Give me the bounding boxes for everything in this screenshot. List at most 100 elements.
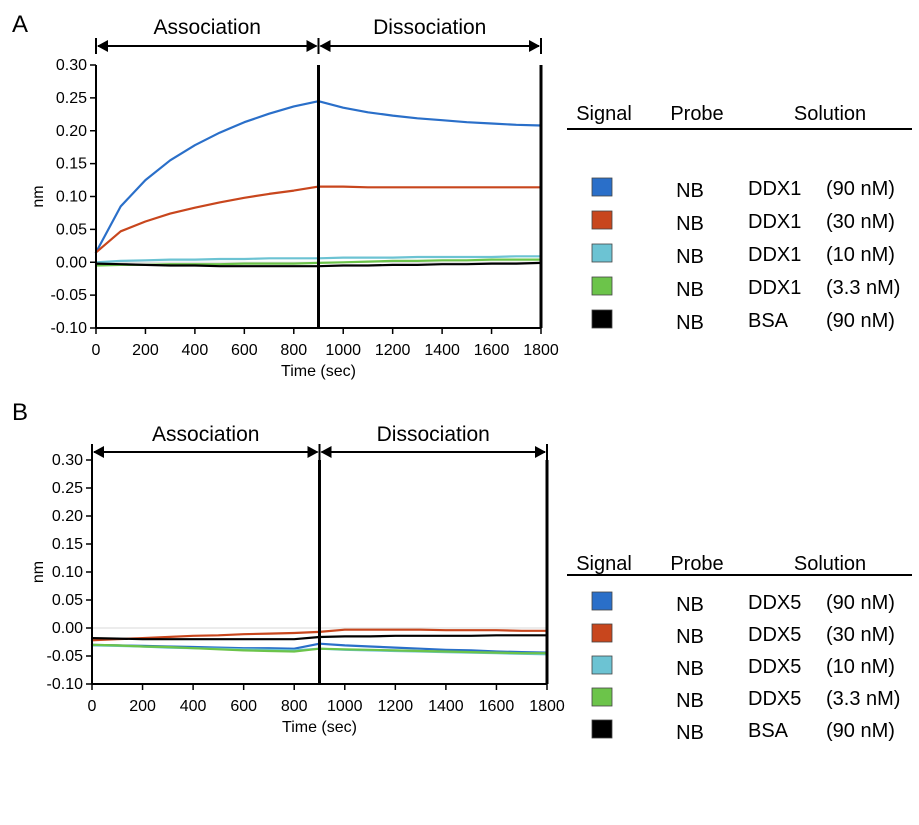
x-axis-title: Time (sec) (281, 363, 356, 380)
legend-table: Signal Probe Solution NB DDX5 (90 nM) NB DDX5 (3… (567, 553, 912, 744)
legend-analyte: DDX1 (748, 211, 801, 233)
association-label: Association (152, 423, 259, 446)
y-tick-label: 0.25 (56, 90, 87, 107)
y-tick-label: -0.05 (51, 287, 88, 304)
x-tick-label: 200 (129, 698, 156, 715)
x-axis-title: Time (sec) (282, 719, 357, 736)
legend-analyte: BSA (748, 310, 789, 332)
legend-header-signal: Signal (576, 103, 632, 125)
y-tick-label: 0.25 (52, 480, 83, 497)
legend-swatch (591, 210, 613, 230)
phase-arrowhead-left (320, 446, 332, 458)
phase-arrowhead-left (97, 40, 108, 52)
legend-header-solution: Solution (794, 553, 866, 575)
legend-swatch (591, 687, 613, 707)
legend-swatch (591, 177, 613, 197)
legend-header-probe: Probe (670, 103, 723, 125)
x-tick-label: 1600 (479, 698, 515, 715)
y-tick-label: 0.20 (52, 508, 83, 525)
y-tick-label: 0.10 (52, 564, 83, 581)
panel-letter: B (12, 399, 28, 426)
legend-concentration: (30 nM) (826, 624, 895, 646)
y-tick-label: -0.10 (51, 320, 88, 337)
legend-probe: NB (676, 180, 704, 202)
chart-panel-b: B -0.10 -0.05 0.00 0.05 0.10 0.15 0.20 0.25 0.30 0… (12, 399, 912, 744)
legend-analyte: BSA (748, 720, 789, 742)
x-tick-label: 400 (180, 698, 207, 715)
legend-probe: NB (676, 722, 704, 744)
y-tick-label: 0.10 (56, 189, 87, 206)
x-tick-label: 800 (281, 698, 308, 715)
y-tick-label: 0.15 (56, 156, 87, 173)
y-axis-title: nm (30, 561, 47, 583)
y-tick-label: 0.05 (52, 592, 83, 609)
phase-arrowhead-right (307, 446, 319, 458)
x-tick-label: 600 (230, 698, 257, 715)
legend-analyte: DDX1 (748, 178, 801, 200)
legend-probe: NB (676, 312, 704, 334)
phase-arrowhead-right (306, 40, 318, 52)
panel-letter: A (12, 11, 28, 38)
legend-concentration: (3.3 nM) (826, 277, 900, 299)
x-tick-label: 400 (182, 342, 209, 359)
legend-probe: NB (676, 626, 704, 648)
dissociation-label: Dissociation (377, 423, 490, 446)
x-tick-label: 1800 (523, 342, 559, 359)
x-tick-label: 1400 (428, 698, 464, 715)
legend-swatch (591, 719, 613, 739)
legend-probe: NB (676, 658, 704, 680)
x-tick-label: 1400 (424, 342, 460, 359)
legend-swatch (591, 276, 613, 296)
legend-swatch (591, 623, 613, 643)
legend-probe: NB (676, 213, 704, 235)
x-tick-label: 800 (280, 342, 307, 359)
y-tick-label: 0.05 (56, 221, 87, 238)
y-tick-label: 0.30 (56, 57, 87, 74)
dissociation-label: Dissociation (373, 16, 486, 39)
y-axis-title: nm (30, 185, 47, 207)
chart-panel-a: A -0.10 -0.05 0.00 0.05 0.10 0.15 0.20 0.25 0.30 0… (12, 11, 912, 380)
x-tick-label: 600 (231, 342, 258, 359)
x-tick-label: 0 (88, 698, 97, 715)
x-tick-label: 1600 (474, 342, 510, 359)
legend-analyte: DDX1 (748, 244, 801, 266)
legend-probe: NB (676, 690, 704, 712)
legend-swatch (591, 655, 613, 675)
x-tick-label: 1000 (325, 342, 361, 359)
legend-probe: NB (676, 246, 704, 268)
phase-arrowhead-left (319, 40, 331, 52)
y-tick-label: -0.05 (47, 648, 84, 665)
y-tick-label: 0.00 (56, 254, 87, 271)
legend-header-probe: Probe (670, 553, 723, 575)
legend-concentration: (90 nM) (826, 592, 895, 614)
legend-table: Signal Probe Solution NB DDX1 (90 nM) NB DDX1 (3… (567, 103, 912, 334)
x-tick-label: 1200 (375, 342, 411, 359)
legend-concentration: (90 nM) (826, 178, 895, 200)
x-tick-label: 200 (132, 342, 159, 359)
legend-analyte: DDX5 (748, 656, 801, 678)
legend-concentration: (10 nM) (826, 656, 895, 678)
y-tick-label: 0.15 (52, 536, 83, 553)
y-tick-label: 0.00 (52, 620, 83, 637)
x-tick-label: 1200 (378, 698, 414, 715)
association-label: Association (154, 16, 261, 39)
legend-analyte: DDX5 (748, 592, 801, 614)
legend-swatch (591, 591, 613, 611)
legend-swatch (591, 243, 613, 263)
legend-concentration: (30 nM) (826, 211, 895, 233)
x-tick-label: 1000 (327, 698, 363, 715)
legend-header-solution: Solution (794, 103, 866, 125)
y-tick-label: 0.20 (56, 123, 87, 140)
x-tick-label: 0 (92, 342, 101, 359)
legend-analyte: DDX5 (748, 624, 801, 646)
legend-analyte: DDX5 (748, 688, 801, 710)
legend-swatch (591, 309, 613, 329)
legend-analyte: DDX1 (748, 277, 801, 299)
legend-probe: NB (676, 279, 704, 301)
legend-concentration: (10 nM) (826, 244, 895, 266)
legend-probe: NB (676, 594, 704, 616)
legend-concentration: (90 nM) (826, 720, 895, 742)
phase-arrowhead-right (529, 40, 540, 52)
phase-arrowhead-right (535, 446, 546, 458)
